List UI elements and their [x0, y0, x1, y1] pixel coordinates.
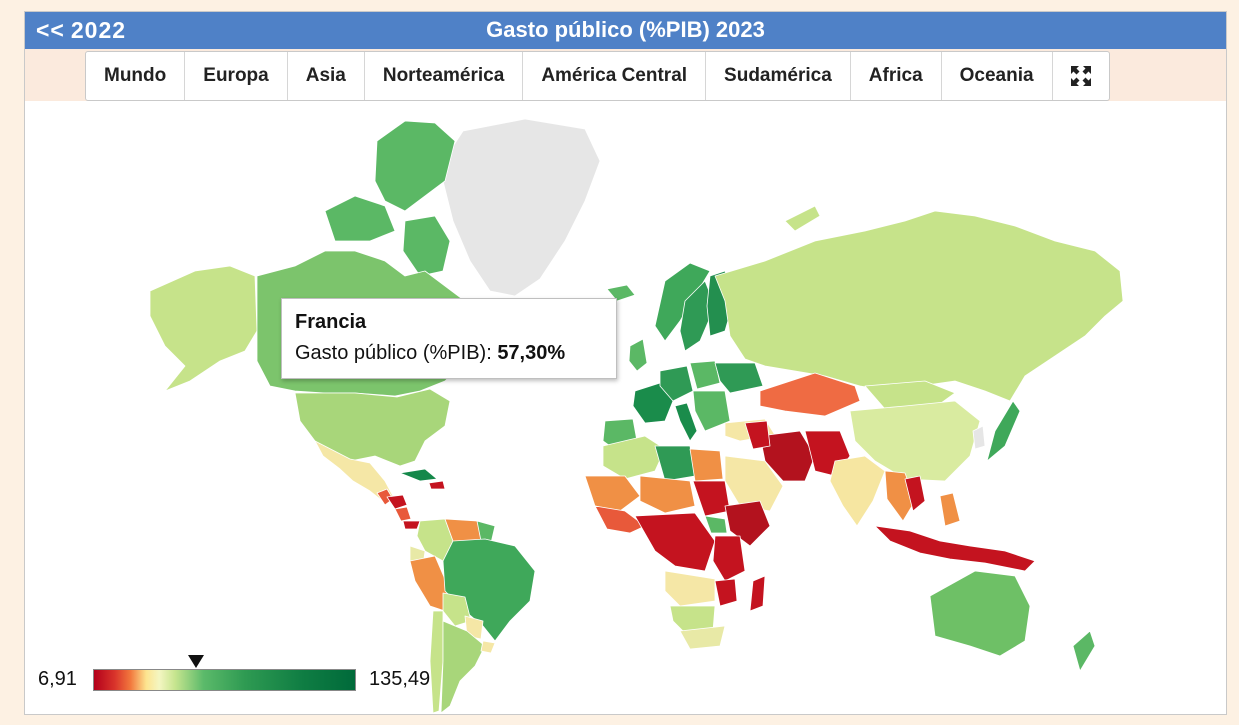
united-kingdom[interactable] [628, 338, 648, 372]
west-africa-mauritania-mali[interactable] [584, 475, 641, 512]
vietnam-cambodia[interactable] [904, 475, 926, 512]
region-selector: Mundo Europa Asia Norteamérica América C… [85, 51, 1110, 101]
legend-min-label: 6,91 [38, 668, 77, 690]
mozambique[interactable] [714, 578, 738, 607]
egypt[interactable] [689, 448, 724, 482]
nicaragua[interactable] [394, 506, 412, 522]
bolivia[interactable] [442, 592, 472, 627]
ethiopia-somalia[interactable] [724, 500, 771, 547]
novaya-zemlya[interactable] [784, 205, 821, 232]
libya[interactable] [654, 445, 696, 482]
east-africa[interactable] [712, 535, 746, 582]
south-africa[interactable] [679, 625, 726, 650]
india[interactable] [829, 455, 886, 527]
madagascar[interactable] [749, 575, 766, 612]
canada-arctic-islands-2[interactable] [324, 195, 396, 242]
honduras[interactable] [386, 494, 408, 510]
south-sudan[interactable] [704, 515, 728, 534]
united-states[interactable] [294, 388, 451, 467]
brazil[interactable] [442, 538, 536, 642]
sudan[interactable] [692, 480, 731, 517]
country-tooltip: Francia Gasto público (%PIB): 57,30% [281, 298, 617, 379]
baffin-island[interactable] [402, 215, 451, 277]
cuba[interactable] [399, 468, 438, 482]
uruguay[interactable] [480, 640, 496, 654]
australia[interactable] [929, 570, 1031, 657]
tooltip-country-name: Francia [295, 311, 367, 333]
world-choropleth-map[interactable] [25, 101, 1226, 715]
tooltip-metric-line: Gasto público (%PIB): 57,30% [295, 342, 603, 365]
niger-chad[interactable] [639, 475, 696, 514]
region-button-mundo[interactable]: Mundo [86, 52, 186, 100]
region-button-africa[interactable]: Africa [851, 52, 942, 100]
greenland[interactable] [442, 118, 601, 297]
korea[interactable] [972, 425, 986, 450]
indonesia[interactable] [874, 525, 1036, 572]
previous-year-link[interactable]: << 2022 [36, 17, 126, 44]
hispaniola[interactable] [428, 480, 446, 490]
tooltip-metric-value: 57,30% [497, 342, 566, 364]
iraq[interactable] [744, 420, 771, 450]
title-bar: << 2022 Gasto público (%PIB) 2023 [25, 12, 1226, 49]
balkans[interactable] [692, 390, 731, 432]
italy[interactable] [674, 402, 698, 442]
nigeria-central-africa[interactable] [634, 512, 716, 572]
ukraine[interactable] [714, 362, 764, 394]
expand-arrows-icon [1070, 66, 1091, 86]
china[interactable] [849, 400, 981, 482]
region-button-europa[interactable]: Europa [185, 52, 288, 100]
map-title: Gasto público (%PIB) 2023 [486, 17, 765, 42]
japan[interactable] [986, 400, 1021, 462]
panama[interactable] [402, 520, 421, 530]
back-arrows: << [36, 17, 65, 43]
legend-max-label: 135,49 [369, 668, 431, 690]
philippines[interactable] [939, 492, 961, 527]
region-button-sudamerica[interactable]: Sudamérica [706, 52, 851, 100]
new-zealand[interactable] [1072, 630, 1096, 672]
map-widget: << 2022 Gasto público (%PIB) 2023 Mundo E… [24, 11, 1227, 715]
fullscreen-button[interactable] [1053, 52, 1109, 100]
tooltip-metric-label: Gasto público (%PIB): [295, 342, 492, 364]
region-toolbar-band: Mundo Europa Asia Norteamérica América C… [25, 49, 1226, 101]
canada-arctic-islands[interactable] [374, 120, 456, 212]
russia[interactable] [714, 210, 1124, 402]
iceland[interactable] [606, 284, 636, 302]
argentina[interactable] [440, 620, 486, 714]
poland[interactable] [689, 360, 721, 390]
legend-color-scale [93, 669, 356, 691]
sweden[interactable] [679, 280, 716, 352]
legend-value-marker [188, 655, 204, 668]
region-button-norteamerica[interactable]: Norteamérica [365, 52, 524, 100]
chile[interactable] [429, 610, 444, 714]
angola-zambia[interactable] [664, 570, 716, 607]
region-button-asia[interactable]: Asia [288, 52, 365, 100]
germany-benelux[interactable] [659, 365, 694, 402]
kazakhstan[interactable] [759, 372, 861, 417]
region-button-america-central[interactable]: América Central [523, 52, 707, 100]
morocco-algeria[interactable] [602, 435, 666, 480]
alaska[interactable] [149, 265, 258, 392]
west-africa-coast[interactable] [594, 505, 646, 534]
region-button-oceania[interactable]: Oceania [942, 52, 1053, 100]
previous-year: 2022 [70, 17, 127, 43]
